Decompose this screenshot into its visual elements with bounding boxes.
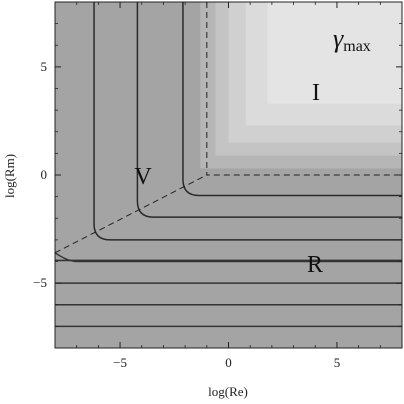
y-tick-label: 5 [41, 59, 48, 74]
y-tick-label: −5 [33, 275, 47, 290]
x-axis-label: log(Re) [208, 384, 248, 399]
x-tick-label: −5 [113, 355, 127, 370]
gamma-max-label: γmax [333, 24, 371, 55]
contour-line-0 [93, 2, 402, 241]
plot-area [54, 1, 403, 349]
left-edge-contour [55, 252, 402, 263]
contour-line-2 [182, 2, 402, 197]
x-tick-label: 0 [225, 355, 232, 370]
region-R-label: R [307, 252, 323, 278]
shading-level-5 [267, 2, 402, 104]
dashed-boundary-1 [55, 174, 208, 254]
contour-line-1 [136, 2, 402, 218]
axis-ticks: −5 0 5 −5 0 5 [33, 1, 403, 370]
region-V-label: V [134, 164, 152, 190]
y-tick-label: 0 [41, 167, 48, 182]
region-I-label: I [312, 80, 320, 106]
y-axis-label: log(Rm) [2, 154, 17, 198]
x-tick-label: 5 [334, 355, 341, 370]
plot-content [55, 2, 402, 348]
